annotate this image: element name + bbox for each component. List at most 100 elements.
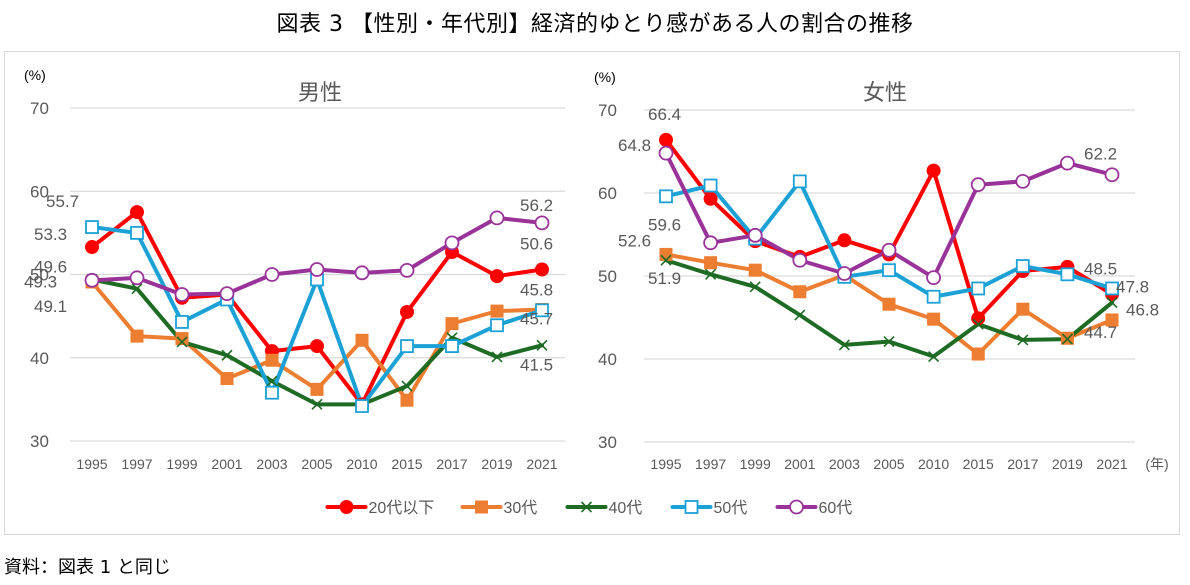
data-label: 45.7 (520, 309, 553, 328)
data-point (749, 281, 761, 293)
y-tick-label: 50 (30, 266, 49, 285)
data-point (219, 286, 235, 302)
data-label: 48.5 (1084, 259, 1117, 278)
data-point (1016, 302, 1030, 316)
data-point (926, 289, 941, 304)
data-point (84, 272, 100, 288)
legend-item: 50代 (670, 499, 747, 517)
data-point (659, 132, 673, 147)
data-point (883, 336, 895, 348)
data-point (1105, 313, 1119, 327)
data-label: 56.2 (520, 196, 553, 215)
x-tick-label: 1999 (166, 456, 197, 472)
data-point (489, 210, 505, 226)
x-tick-label: 2003 (829, 456, 860, 472)
y-tick-label: 60 (598, 184, 617, 203)
data-label: 41.5 (520, 355, 553, 374)
data-label: 59.6 (648, 215, 681, 234)
data-point (309, 262, 325, 277)
data-point (1015, 259, 1030, 273)
data-point (444, 235, 460, 251)
data-label: 55.7 (46, 192, 79, 211)
data-point (535, 303, 549, 318)
legend-marker (684, 500, 699, 514)
y-tick-label: 60 (30, 182, 49, 201)
data-point (490, 304, 504, 318)
data-point (703, 191, 718, 206)
x-tick-label: 2003 (256, 456, 287, 472)
data-point (491, 351, 503, 363)
data-label: 52.6 (618, 231, 651, 250)
legend: 20代以下 30代 40代 50代 60代 (325, 499, 852, 517)
x-tick-label: 2021 (1096, 456, 1127, 472)
x-tick-label: 2001 (784, 456, 815, 472)
legend-item: 40代 (565, 499, 642, 517)
data-point (972, 318, 984, 330)
chart-title: 男性 (298, 80, 342, 105)
y-tick-label: 40 (598, 350, 617, 369)
data-point (220, 372, 234, 386)
data-label: 47.8 (1116, 277, 1149, 296)
data-point (1105, 281, 1119, 296)
data-point (534, 215, 550, 231)
data-label: 50.6 (520, 235, 553, 254)
data-point (926, 163, 941, 178)
data-point (705, 268, 717, 280)
y-axis-label: (%) (24, 67, 46, 83)
legend-label: 30代 (504, 499, 538, 517)
data-label: 62.2 (1084, 145, 1117, 164)
x-tick-label: 2015 (391, 456, 422, 472)
data-point (355, 333, 369, 347)
data-point (400, 393, 414, 407)
source-note: 資料：図表 1 と同じ (4, 557, 171, 578)
data-point (659, 247, 673, 261)
data-point (660, 254, 672, 266)
y-tick-label: 30 (598, 433, 617, 452)
data-label: 44.7 (1084, 323, 1117, 342)
data-point (837, 233, 852, 248)
data-point (130, 205, 144, 220)
legend-marker (789, 499, 804, 515)
y-tick-label: 70 (598, 101, 617, 120)
data-point (794, 309, 806, 321)
chart-male: 30 40 50 60 70 (%) 男性 1995 1997 1999 2001 2003 2005 2… (24, 67, 565, 472)
data-point (265, 353, 279, 367)
series-line (664, 137, 1114, 321)
data-point (793, 285, 807, 299)
data-point (355, 399, 369, 413)
data-point (311, 398, 323, 410)
data-point (175, 332, 189, 346)
data-point (264, 267, 280, 282)
data-point (792, 174, 807, 189)
data-label: 64.8 (618, 136, 651, 155)
data-point (536, 339, 548, 351)
data-point (1106, 296, 1118, 309)
data-point (882, 263, 896, 278)
data-point (970, 177, 986, 193)
data-label: 66.4 (648, 105, 681, 124)
data-point (399, 262, 415, 278)
data-point (310, 382, 324, 396)
x-tick-label: 2019 (1052, 456, 1083, 472)
x-tick-label: 2005 (873, 456, 904, 472)
data-point (703, 178, 718, 193)
chart-frame (4, 51, 1180, 535)
data-point (971, 281, 986, 296)
data-point (130, 225, 144, 240)
data-point (971, 347, 985, 361)
x-tick-label: 2005 (301, 456, 332, 472)
chart-title: 女性 (863, 80, 907, 105)
data-point (1104, 167, 1120, 183)
legend-item: 30代 (460, 499, 538, 517)
data-point (1015, 173, 1031, 189)
data-point (221, 349, 233, 361)
x-tick-label: 2015 (963, 456, 994, 472)
x-tick-label: 2001 (211, 456, 242, 472)
data-point (130, 329, 144, 343)
data-point (927, 312, 941, 326)
data-point (837, 266, 852, 281)
data-point (658, 145, 674, 161)
data-point (176, 336, 188, 348)
x-tick-label: 2021 (526, 456, 557, 472)
